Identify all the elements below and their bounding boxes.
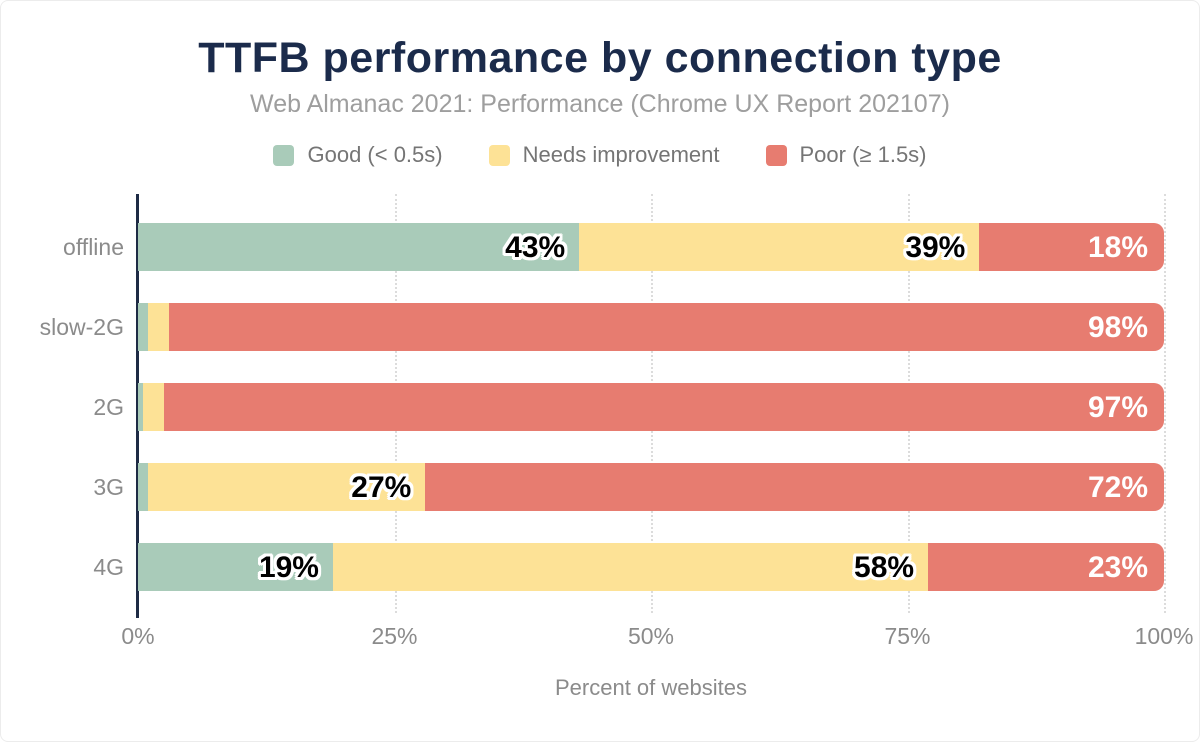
chart-title: TTFB performance by connection type [198,34,1002,82]
bar-value-label: 98% [1088,311,1149,344]
segment-poor [168,303,1164,351]
category-label: slow-2G [39,314,124,340]
legend-label: Poor (≥ 1.5s) [799,142,927,167]
bar-row-2G: 2G 0%2%97% [1,383,1200,431]
legend-label: Needs improvement [522,142,720,167]
bar-value-label: 72% [1088,471,1149,504]
bar-row-slow-2G: slow-2G 1%2%98% [1,303,1200,351]
x-tick-label: 25% [371,623,418,649]
gridline-100% [1164,194,1166,613]
x-tick-label: 0% [121,623,155,649]
legend-item-0: Good (< 0.5s) [273,142,443,168]
segment-poor [928,543,1164,591]
legend-swatch-icon [488,144,510,166]
x-tick-label: 100% [1134,623,1194,649]
segment-good [138,303,149,351]
bar-value-label: 43% [505,231,566,264]
segment-needs [332,543,929,591]
bar-value-label: 23% [1088,551,1149,584]
bar-value-label: 18% [1088,231,1149,264]
x-tick-label: 50% [627,623,675,649]
bar-track: 1%2%98% [138,303,1164,351]
bar-value-label: 39% [905,231,966,264]
bar-row-3G: 3G1%27%72% [1,463,1200,511]
bar-track: 1%27%72% [138,463,1164,511]
bar-track: 0%2%97% [138,383,1164,431]
bar-value-label: 27% [351,471,412,504]
bar-row-offline: offline 43% 39% 18% [1,223,1200,271]
segment-good [138,543,333,591]
segment-needs [148,303,169,351]
x-tick-label: 75% [884,623,931,649]
segment-needs [579,223,980,271]
bar-track: 43% 39% 18% [138,223,1164,271]
legend-swatch-icon [273,144,295,166]
segment-poor [979,223,1164,271]
legend-item-2: Poor (≥ 1.5s) [765,142,927,168]
category-label: offline [63,234,124,260]
chart-subtitle: Web Almanac 2021: Performance (Chrome UX… [250,90,950,118]
segment-poor [163,383,1164,431]
bar-value-label: 58% [854,551,915,584]
segment-good [138,463,149,511]
segment-needs [148,463,426,511]
legend: Good (< 0.5s) Needs improvement Poor (≥ 1.… [1,142,1199,168]
bar-track: 19% 58% 23% [138,543,1164,591]
y-axis-line [136,194,139,618]
category-label: 3G [93,474,124,500]
segment-good [138,223,580,271]
x-axis-title: Percent of websites [555,675,747,700]
legend-label: Good (< 0.5s) [307,142,443,167]
bar-value-label: 97% [1088,391,1149,424]
category-label: 4G [93,554,124,580]
bar-value-label: 19% [258,551,319,584]
segment-good [138,383,143,431]
bar-row-4G: 4G 19% 58% 23% [1,543,1200,591]
legend-item-1: Needs improvement [488,142,720,168]
segment-poor [425,463,1164,511]
category-label: 2G [93,394,124,420]
legend-swatch-icon [765,144,787,166]
segment-needs [143,383,164,431]
